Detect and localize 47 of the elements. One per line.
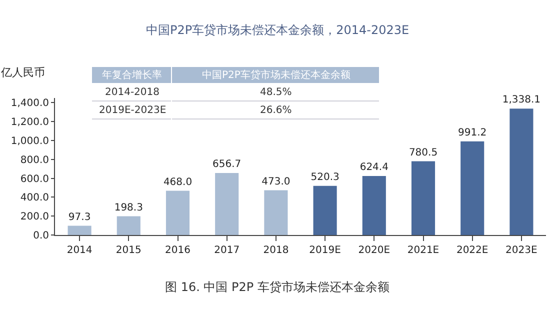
x-tick-label: 2014 (66, 245, 92, 256)
data-label: 991.2 (458, 127, 487, 138)
bar (313, 186, 337, 235)
data-label: 468.0 (163, 176, 192, 188)
x-tick-label: 2017 (214, 245, 240, 256)
bar (116, 216, 140, 235)
text: 中国P2P车贷市场未偿还本金余额 (202, 69, 350, 81)
data-label: 520.3 (310, 172, 340, 183)
bar (166, 190, 190, 235)
data-label: 656.7 (212, 158, 242, 170)
annotation: 48.5% (260, 87, 292, 98)
x-tick-label: 2018 (263, 245, 289, 256)
text: 年复合增长率 (102, 69, 162, 81)
data-label: 473.0 (262, 176, 290, 188)
y-tick-label: 1,400.0 (10, 98, 49, 110)
data-label: 97.3 (68, 212, 91, 223)
y-tick-label: 600.0 (20, 174, 49, 185)
bar (460, 141, 484, 235)
bar (264, 190, 288, 235)
annotation: 26.6% (260, 105, 292, 116)
y-axis-title: 亿人民币 (0, 66, 45, 79)
x-tick-label: 2022E (456, 245, 488, 256)
bar (215, 172, 239, 235)
y-tick-label: 1,200.0 (10, 117, 49, 128)
bar (411, 161, 436, 235)
bar (510, 108, 534, 235)
data-label: 1,338.1 (502, 94, 541, 106)
y-tick-label: 1,000.0 (10, 136, 49, 148)
y-tick-label: 200.0 (20, 212, 49, 223)
y-tick-label: 800.0 (20, 154, 49, 166)
x-tick-label: 2015 (116, 245, 142, 256)
data-label: 780.5 (408, 147, 438, 158)
x-tick-label: 2016 (165, 245, 190, 256)
x-tick-label: 2019E (309, 245, 341, 256)
data-label: 198.3 (114, 202, 143, 214)
annotation: 2014-2018 (105, 87, 160, 98)
y-tick-label: 0.0 (33, 230, 49, 242)
bar (68, 226, 92, 235)
y-tick-label: 400.0 (20, 192, 49, 204)
bar (362, 176, 386, 235)
caption: 图 16. 中国 P2P 车贷市场未偿还本金余额 (165, 280, 390, 294)
chart-title: 中国P2P车贷市场未偿还本金余额，2014-2023E (146, 23, 410, 37)
x-tick-label: 2023E (506, 245, 538, 256)
annotation: 2019E-2023E (99, 105, 166, 116)
x-tick-label: 2021E (407, 245, 440, 256)
data-label: 624.4 (360, 162, 388, 173)
x-tick-label: 2020E (358, 245, 390, 256)
